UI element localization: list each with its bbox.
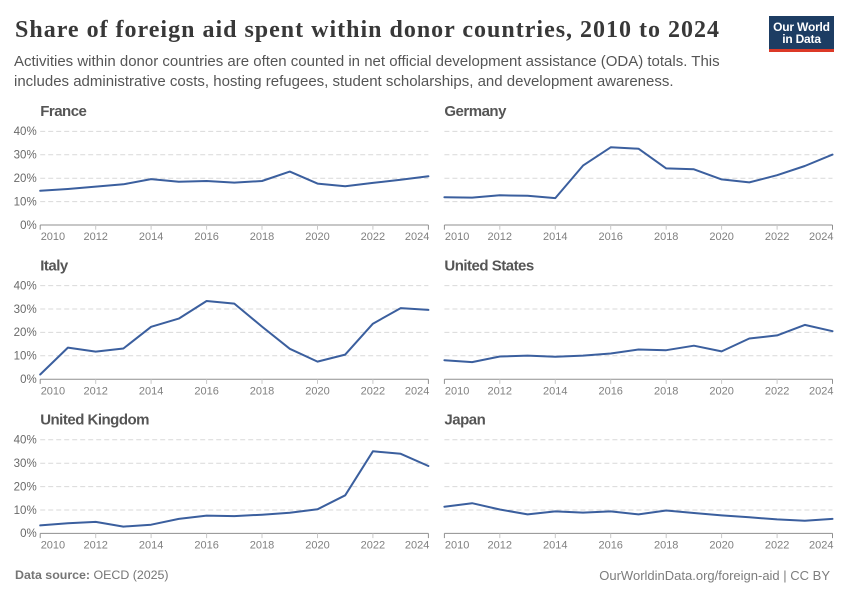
svg-text:2016: 2016 [194, 385, 218, 397]
svg-text:2020: 2020 [709, 231, 733, 243]
svg-text:2024: 2024 [405, 540, 429, 552]
svg-text:2022: 2022 [765, 231, 789, 243]
svg-text:2010: 2010 [445, 540, 469, 552]
svg-text:2016: 2016 [598, 231, 622, 243]
svg-text:10%: 10% [14, 196, 37, 208]
svg-text:2022: 2022 [361, 231, 385, 243]
svg-text:30%: 30% [14, 150, 37, 162]
svg-text:2012: 2012 [83, 231, 107, 243]
svg-text:2020: 2020 [305, 231, 329, 243]
svg-text:0%: 0% [20, 220, 37, 232]
svg-text:2022: 2022 [361, 540, 385, 552]
svg-text:2024: 2024 [405, 385, 429, 397]
svg-text:2024: 2024 [405, 231, 429, 243]
svg-text:2020: 2020 [709, 385, 733, 397]
svg-text:2012: 2012 [83, 385, 107, 397]
svg-text:2018: 2018 [250, 540, 274, 552]
svg-text:40%: 40% [14, 126, 37, 138]
svg-text:2014: 2014 [543, 231, 567, 243]
svg-text:2012: 2012 [488, 385, 512, 397]
svg-text:2010: 2010 [445, 231, 469, 243]
svg-text:30%: 30% [14, 458, 37, 470]
svg-text:United States: United States [444, 257, 534, 274]
svg-text:Germany: Germany [444, 103, 507, 120]
svg-text:2022: 2022 [361, 385, 385, 397]
svg-text:2020: 2020 [709, 540, 733, 552]
svg-text:10%: 10% [14, 351, 37, 363]
svg-text:30%: 30% [14, 304, 37, 316]
svg-text:2024: 2024 [809, 540, 833, 552]
svg-text:2014: 2014 [139, 540, 163, 552]
svg-text:2016: 2016 [194, 540, 218, 552]
svg-text:2012: 2012 [488, 540, 512, 552]
svg-text:2018: 2018 [654, 540, 678, 552]
svg-text:2016: 2016 [598, 385, 622, 397]
svg-text:2010: 2010 [41, 540, 65, 552]
svg-text:2014: 2014 [543, 540, 567, 552]
svg-text:2020: 2020 [305, 540, 329, 552]
svg-text:2024: 2024 [809, 385, 833, 397]
svg-text:2024: 2024 [809, 231, 833, 243]
svg-text:20%: 20% [14, 327, 37, 339]
svg-text:2010: 2010 [445, 385, 469, 397]
svg-text:0%: 0% [20, 374, 37, 386]
svg-text:2014: 2014 [139, 385, 163, 397]
svg-text:0%: 0% [20, 528, 37, 540]
svg-text:2016: 2016 [598, 540, 622, 552]
svg-text:40%: 40% [14, 435, 37, 447]
svg-text:2020: 2020 [305, 385, 329, 397]
svg-text:Italy: Italy [40, 257, 69, 274]
svg-text:2010: 2010 [41, 385, 65, 397]
svg-text:France: France [40, 103, 86, 120]
svg-text:10%: 10% [14, 505, 37, 517]
svg-text:2022: 2022 [765, 385, 789, 397]
svg-text:2012: 2012 [488, 231, 512, 243]
svg-text:2016: 2016 [194, 231, 218, 243]
svg-text:20%: 20% [14, 481, 37, 493]
svg-text:2014: 2014 [543, 385, 567, 397]
svg-text:2014: 2014 [139, 231, 163, 243]
svg-text:Japan: Japan [444, 412, 485, 429]
svg-text:2022: 2022 [765, 540, 789, 552]
svg-text:2018: 2018 [250, 385, 274, 397]
svg-text:40%: 40% [14, 280, 37, 292]
svg-text:2018: 2018 [654, 385, 678, 397]
svg-text:2010: 2010 [41, 231, 65, 243]
svg-text:2018: 2018 [250, 231, 274, 243]
svg-text:20%: 20% [14, 173, 37, 185]
svg-text:2012: 2012 [83, 540, 107, 552]
svg-text:2018: 2018 [654, 231, 678, 243]
svg-text:United Kingdom: United Kingdom [40, 412, 149, 429]
